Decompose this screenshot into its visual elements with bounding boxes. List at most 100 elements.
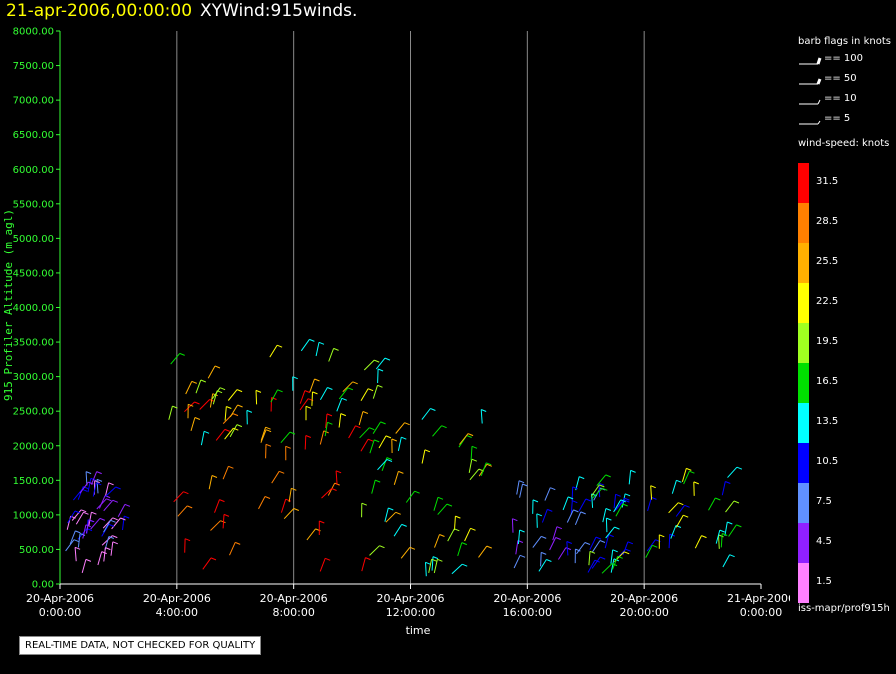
barb-flag <box>106 498 112 502</box>
wind-barb <box>103 547 106 562</box>
wind-barb <box>377 459 388 471</box>
wind-barb <box>74 547 77 562</box>
barb-flag <box>518 480 525 484</box>
speed-bin-label: 22.5 <box>816 296 839 307</box>
barb-flag <box>85 558 92 562</box>
barb-symbol-icon <box>799 78 822 85</box>
barb-flag <box>99 517 106 521</box>
barb-flag <box>441 425 447 429</box>
barb-flag <box>401 523 407 527</box>
barb-flag <box>188 403 194 407</box>
barb-flag <box>617 555 623 559</box>
wind-barb <box>538 559 547 572</box>
barb-flag <box>729 554 735 558</box>
barb-symbol-icon <box>799 57 822 65</box>
wind-barb <box>725 500 735 513</box>
barb-flag <box>580 511 586 515</box>
wind-barb <box>724 521 728 536</box>
barb-flag <box>236 424 243 428</box>
barb-flag <box>430 408 436 411</box>
wind-barb <box>299 390 306 404</box>
y-tick-label: 1500.00 <box>13 476 54 487</box>
barb-flag <box>386 459 393 462</box>
wind-barb <box>224 406 227 421</box>
barb-flag <box>112 499 118 503</box>
wind-barb <box>405 490 416 503</box>
barb-legend-row: == 5 <box>796 112 896 130</box>
wind-barb <box>425 562 427 577</box>
wind-barb <box>214 499 220 513</box>
y-tick-label: 5500.00 <box>13 199 54 210</box>
wind-barb <box>81 559 87 574</box>
speed-bin-label: 7.5 <box>816 496 832 507</box>
speed-bin-label: 25.5 <box>816 256 839 267</box>
barb-flag <box>388 507 394 511</box>
barb-flag <box>327 421 333 425</box>
wind-barb <box>200 431 205 446</box>
barb-flag <box>88 481 94 485</box>
wind-barb <box>428 559 433 574</box>
wind-barb <box>85 471 88 486</box>
barb-flag <box>210 557 217 561</box>
barb-legend-row: == 50 <box>796 72 896 90</box>
barb-flag <box>519 529 525 533</box>
barb-flag <box>532 499 539 503</box>
wind-barb <box>596 474 607 487</box>
barb-flag <box>194 417 201 420</box>
barb-flag <box>355 425 361 429</box>
wind-barb <box>540 552 542 567</box>
wind-barb <box>102 517 114 529</box>
barb-flag <box>467 433 474 437</box>
wind-barb <box>335 470 338 485</box>
wind-barb <box>675 504 685 517</box>
wind-barb <box>464 528 471 542</box>
barb-flag <box>379 545 385 549</box>
wind-barb <box>587 559 596 573</box>
barb-flag <box>600 556 606 560</box>
wind-barb <box>104 482 110 497</box>
x-axis-label: time <box>406 624 431 637</box>
barb-flag <box>314 378 320 382</box>
y-tick-label: 6500.00 <box>13 130 54 141</box>
wind-barb <box>190 417 196 432</box>
barb-flag <box>219 387 226 391</box>
barb-flag <box>112 535 118 539</box>
wind-barb <box>615 503 624 517</box>
x-tick-date: 21-Apr-2006 <box>727 592 790 605</box>
barb-flag <box>318 341 325 345</box>
wind-barb <box>715 529 721 544</box>
wind-barb <box>361 557 366 572</box>
speed-bin-label: 13.5 <box>816 416 839 427</box>
barb-flag <box>598 482 605 486</box>
barb-flag <box>455 515 461 519</box>
barb-flag <box>96 471 102 475</box>
wind-barb <box>578 498 587 512</box>
barb-flag <box>589 550 596 554</box>
wind-barb <box>92 482 97 497</box>
wind-barb <box>393 524 403 537</box>
barb-flag <box>179 352 185 356</box>
legend-panel: barb flags in knots == 100 == 50 == 10 == 5… <box>796 28 896 668</box>
barb-flag <box>224 428 230 432</box>
barb-flag <box>599 540 606 543</box>
barb-flag <box>327 387 333 390</box>
barb-flag <box>172 405 178 409</box>
x-tick-date: 20-Apr-2006 <box>143 592 211 605</box>
barb-flag <box>367 388 374 392</box>
barb-flag <box>292 376 298 380</box>
wind-barb <box>324 422 328 437</box>
wind-barb <box>469 468 480 481</box>
barb-flag <box>414 490 420 494</box>
barb-flag <box>374 439 380 443</box>
wind-barb <box>371 479 376 494</box>
wind-barb <box>588 551 591 566</box>
barb-flag <box>105 547 111 551</box>
barb-flag <box>620 499 626 503</box>
wind-barb <box>378 435 387 449</box>
wind-barb <box>71 509 82 521</box>
barb-flag <box>736 466 743 470</box>
barb-flag <box>120 517 126 521</box>
barb-flag <box>727 521 733 525</box>
barb-flag <box>384 357 391 361</box>
barb-flag <box>718 534 724 538</box>
